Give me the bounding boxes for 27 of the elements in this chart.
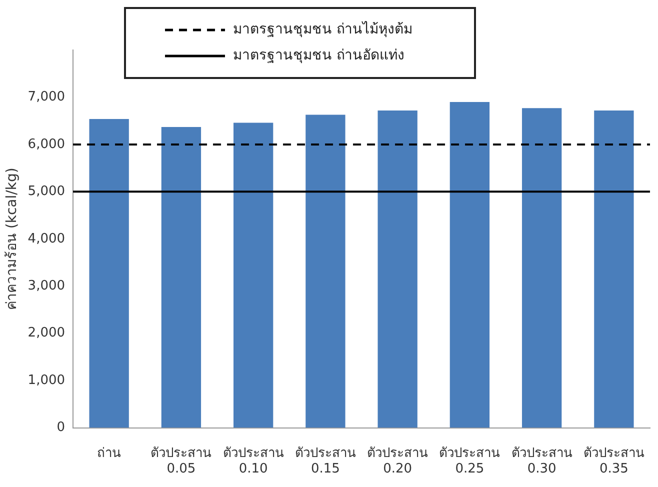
y-tick-label: 6,000: [28, 136, 66, 152]
y-tick-label: 2,000: [28, 326, 66, 341]
bar: [522, 108, 562, 428]
y-tick-label: 1,000: [28, 372, 66, 388]
bar: [89, 118, 129, 428]
x-tick-label: ตัวประสาน 0.35: [583, 446, 644, 477]
legend-label: มาตรฐานชุมชน ถ่านอัดแท่ง: [233, 48, 404, 64]
y-tick-label: 0: [56, 420, 66, 436]
x-tick-label: ตัวประสาน 0.05: [150, 446, 212, 477]
bar: [306, 114, 346, 428]
y-tick-label: 3,000: [28, 278, 66, 294]
bar: [233, 122, 274, 428]
x-tick-label: ตัวประสาน 0.20: [367, 446, 428, 477]
y-tick-label: 7,000: [28, 90, 66, 105]
bar: [161, 126, 202, 428]
x-tick-label: ตัวประสาน 0.10: [222, 446, 284, 477]
y-tick-label: 4,000: [28, 231, 66, 246]
y-axis-title: ค่าความร้อน (kcal/kg): [4, 168, 20, 310]
bar: [378, 110, 418, 428]
bar: [450, 102, 490, 428]
legend-label: มาตรฐานชุมชน ถ่านไม้หุงต้ม: [233, 20, 412, 38]
x-tick-label: ตัวประสาน 0.30: [511, 446, 572, 477]
x-tick-label: ถ่าน: [97, 446, 122, 461]
y-tick-label: 5,000: [28, 184, 66, 200]
x-tick-label: ตัวประสาน 0.15: [294, 446, 356, 477]
bar: [594, 110, 634, 428]
x-tick-label: ตัวประสาน 0.25: [439, 446, 500, 477]
